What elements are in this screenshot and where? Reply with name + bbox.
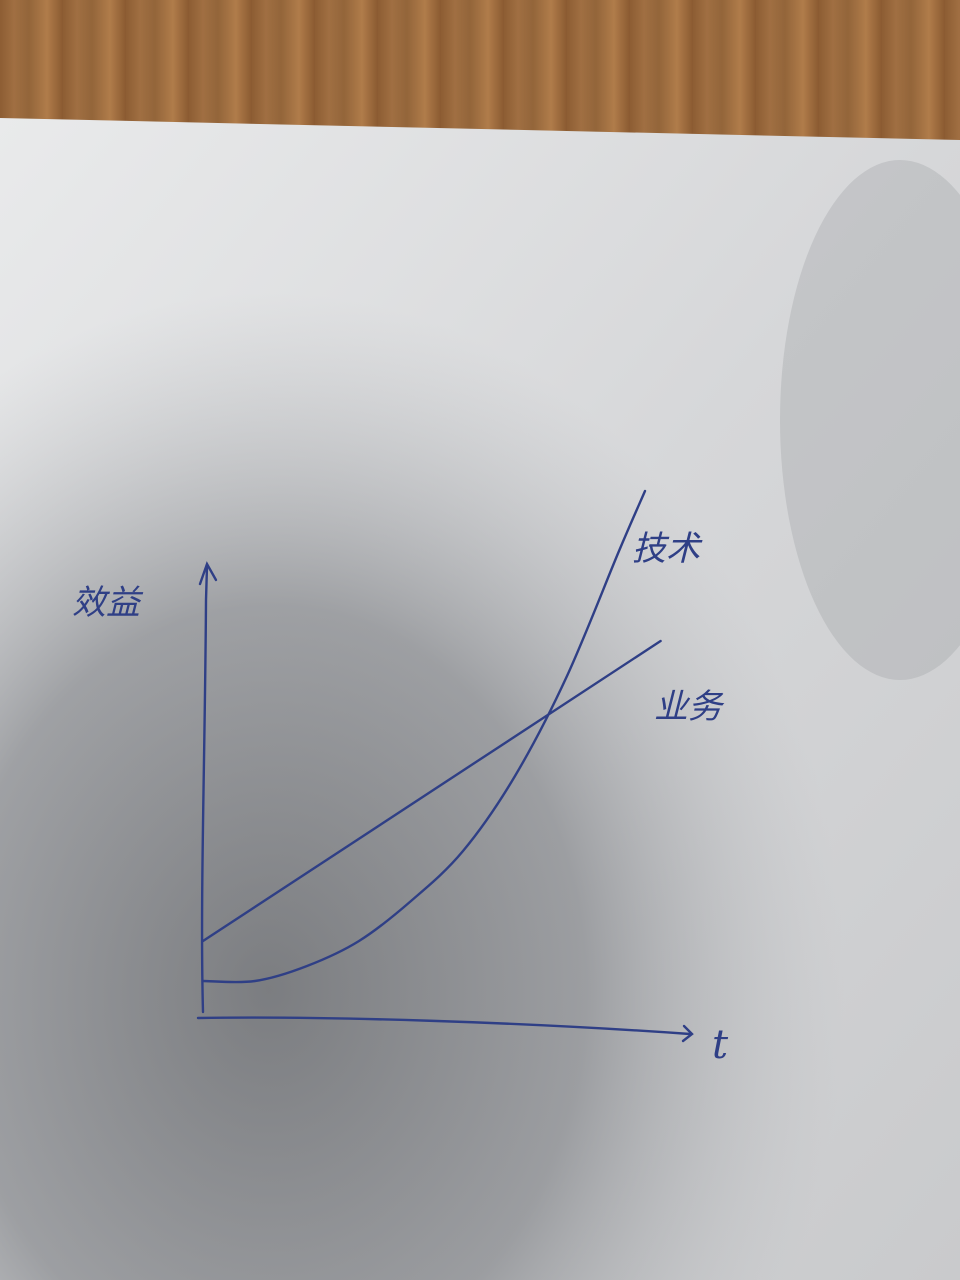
- y-axis-arrowhead: [198, 561, 218, 586]
- series-label-tech: 技术: [632, 529, 703, 569]
- x-axis: [196, 1016, 692, 1036]
- chart-plot-area: [196, 489, 694, 1043]
- series-line-tech: [201, 489, 647, 984]
- y-axis-label: 效益: [72, 583, 144, 623]
- x-axis-label: t: [712, 1022, 729, 1068]
- y-axis: [200, 564, 209, 1014]
- series-label-business: 业务: [654, 687, 725, 727]
- series-line-business: [201, 639, 662, 943]
- x-axis-arrowhead: [681, 1024, 694, 1043]
- wooden-desk: [0, 0, 960, 140]
